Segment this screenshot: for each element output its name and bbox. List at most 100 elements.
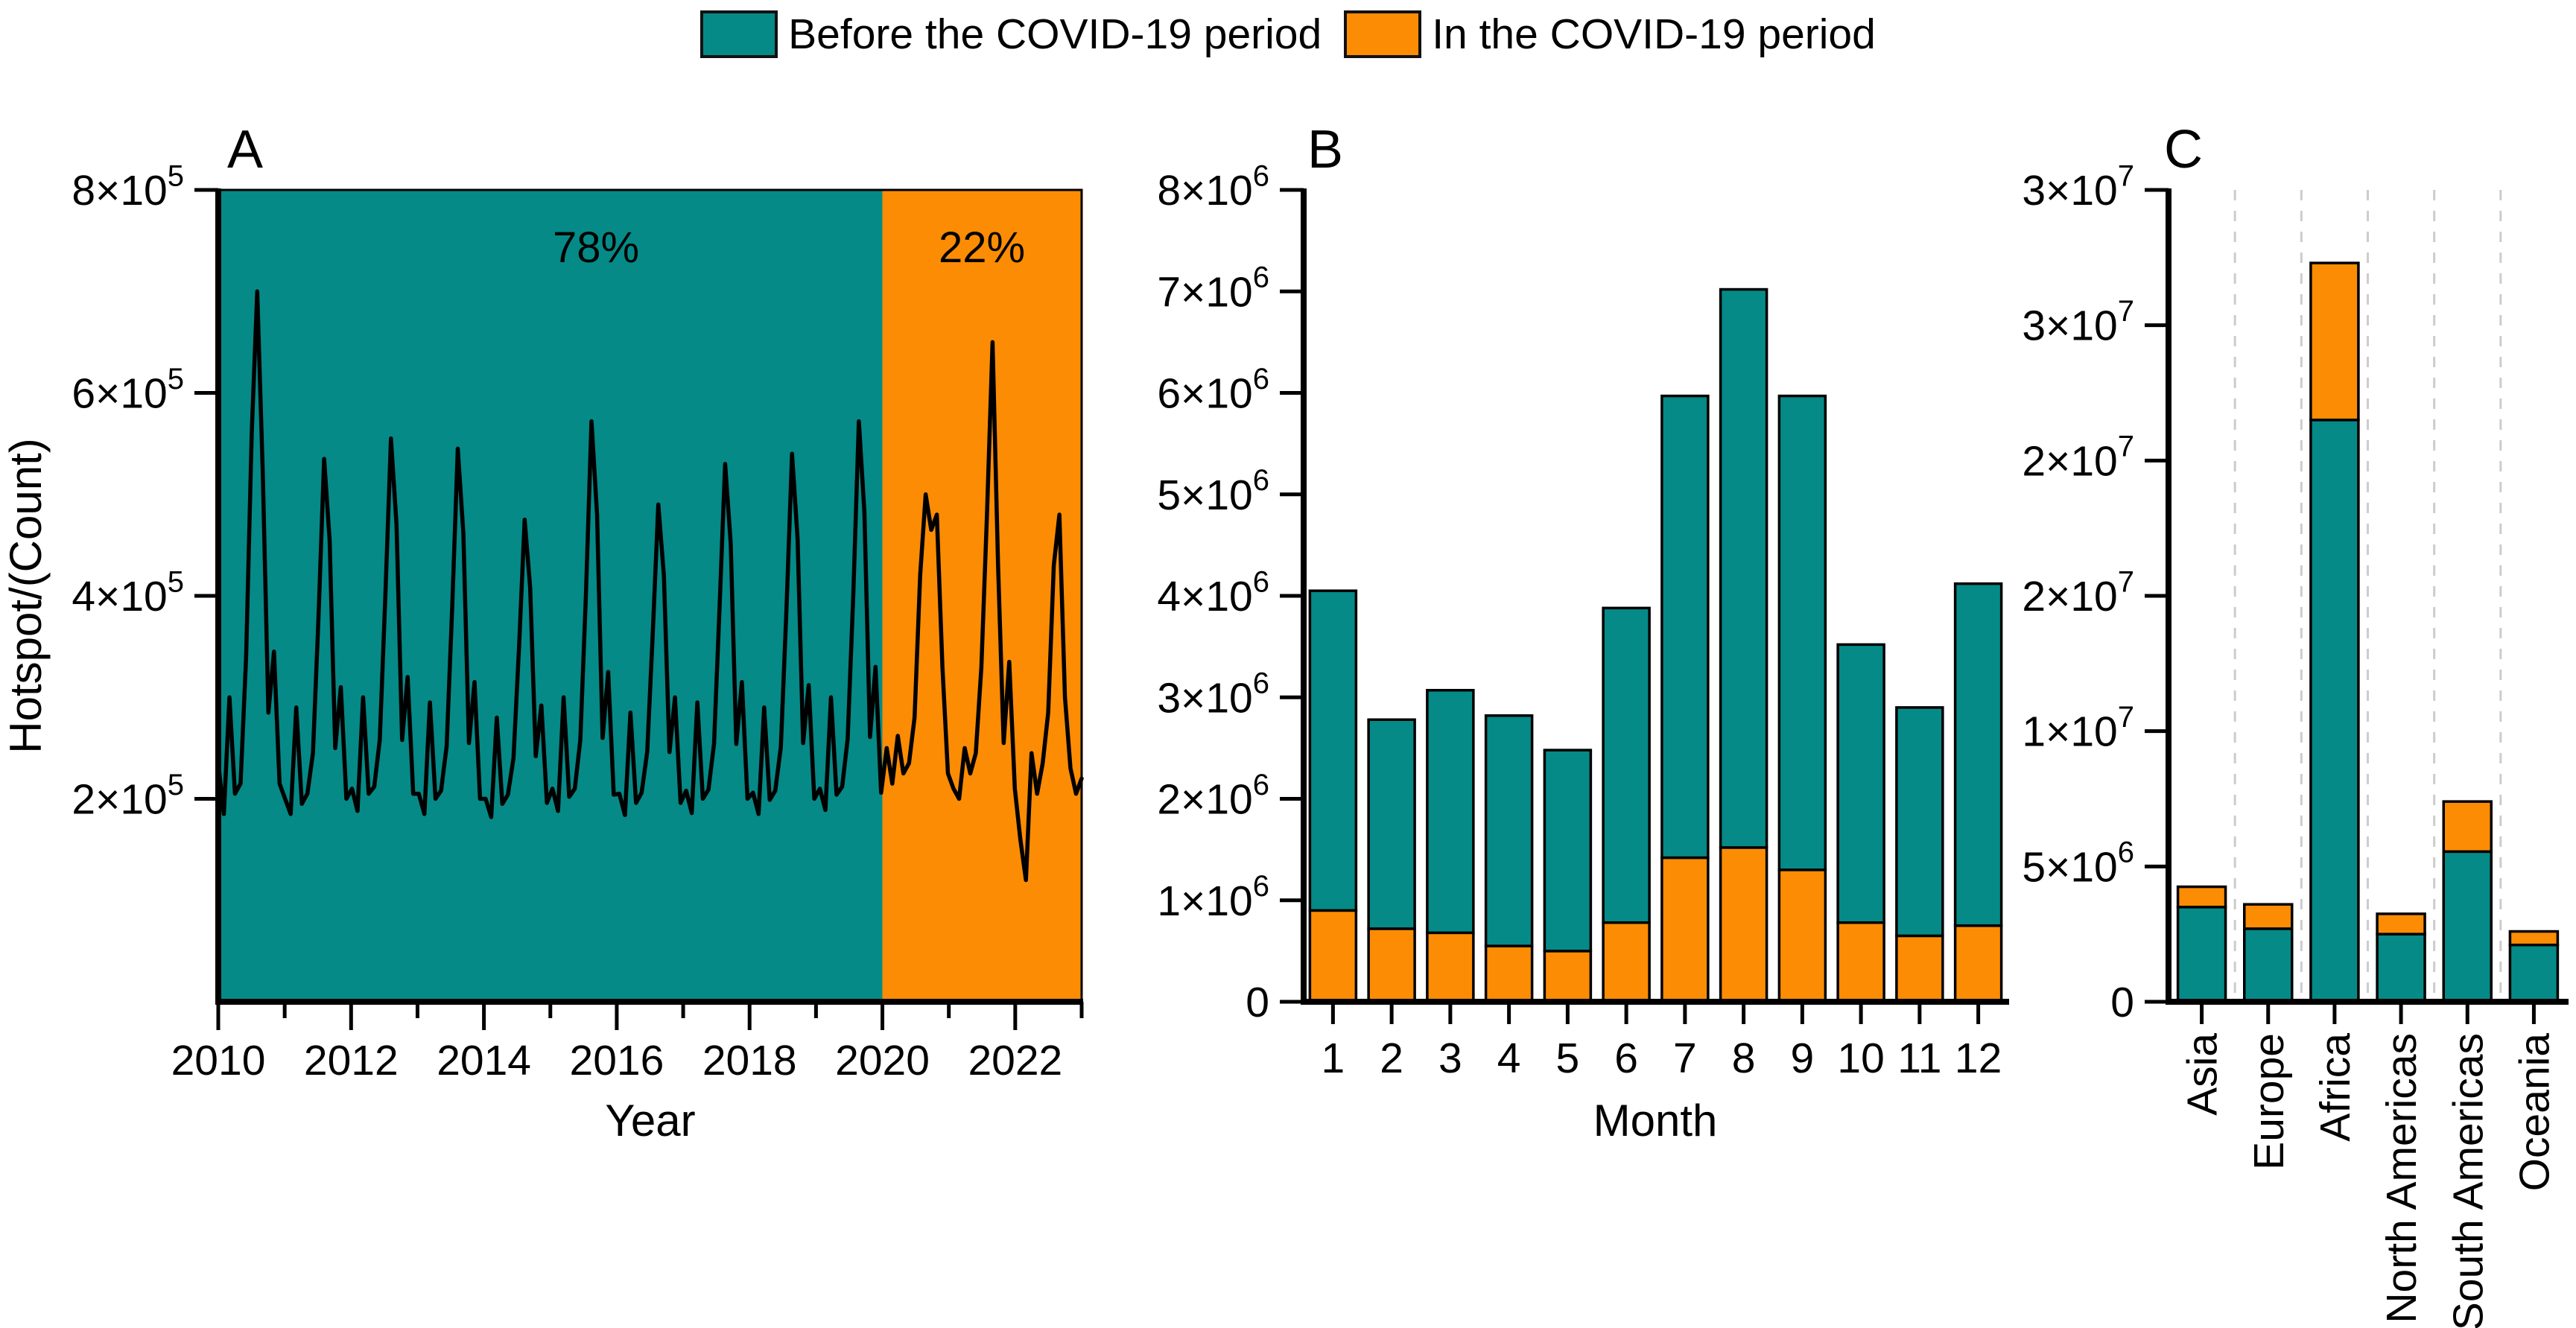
panel-b-bar-3-before: [1426, 688, 1475, 935]
panel-c-bar-North Americas-in_covid: [2376, 912, 2426, 935]
legend-label-before: Before the COVID-19 period: [788, 10, 1322, 58]
panel-b-x-tick-label: 10: [1837, 1035, 1884, 1082]
panel-b-x-tick-label: 5: [1556, 1035, 1580, 1082]
panel-b-bar-9-in_covid: [1777, 868, 1827, 1003]
before-period-percentage: 78%: [553, 223, 639, 272]
panel-c-bar-Europe-in_covid: [2243, 903, 2294, 930]
panel-c-bar-Oceania-before: [2508, 943, 2560, 1003]
panel-c-y-tick-label-exp: 7: [2118, 159, 2134, 192]
panel-b-y-tick-label-exp: 6: [1253, 769, 1269, 801]
hotspot-line-series: [216, 289, 1084, 883]
panel-b-x-tick-label: 7: [1673, 1035, 1697, 1082]
panel-a-y-tick-label-base: 8×10: [72, 167, 167, 215]
panel-c-x-tick-label: South Americas: [2444, 1033, 2492, 1328]
panel-b-x-tick-label: 1: [1322, 1035, 1345, 1082]
panel-b-bar-10-in_covid: [1836, 921, 1885, 1003]
panel-b-letter: B: [1307, 120, 1343, 179]
panel-c-bar-South Americas-before: [2442, 850, 2493, 1003]
panel-b-y-tick-label: 5×106: [1157, 464, 1269, 519]
panel-c-bar-Europe-before: [2243, 927, 2294, 1003]
panel-b-y-tick-label: 6×106: [1157, 363, 1269, 418]
panel-c-y-tick-label-exp: 6: [2118, 836, 2134, 869]
panel-b-bar-5-before: [1543, 749, 1593, 953]
in-covid-period-swatch-icon: [1344, 10, 1422, 58]
panel-a-y-tick-label-base: 4×10: [72, 573, 167, 620]
panel-b-x-axis-title: Month: [1593, 1096, 1718, 1146]
panel-b-y-tick-label-base: 7×10: [1157, 268, 1252, 316]
panel-b-bar-12-in_covid: [1953, 924, 2003, 1003]
panel-b-x-tick-label: 11: [1897, 1035, 1941, 1082]
panel-c-x-tick-label: Asia: [2179, 1033, 2227, 1116]
panel-c-bar-Asia-before: [2176, 906, 2227, 1003]
panel-b-bar-3-in_covid: [1426, 931, 1475, 1003]
panel-a-letter: A: [227, 120, 263, 179]
panel-b-bar-9-before: [1777, 394, 1827, 871]
panel-b-y-tick-label: 3×106: [1157, 667, 1269, 722]
panel-b-y-tick-label-base: 4×10: [1157, 573, 1252, 620]
panel-c-x-tick-label: Africa: [2312, 1033, 2359, 1142]
panel-a-y-tick-label-exp: 5: [168, 363, 184, 395]
panel-b-y-tick-label-base: 6×10: [1157, 370, 1252, 418]
panel-c-y-tick-label-exp: 7: [2118, 431, 2134, 463]
panel-b-bar-5-in_covid: [1543, 950, 1593, 1003]
panel-b-y-tick-label-exp: 6: [1253, 261, 1269, 294]
panel-b-bar-11-in_covid: [1895, 934, 1944, 1003]
panel-a-y-tick-label-base: 2×10: [72, 776, 167, 824]
panel-b-bar-2-in_covid: [1367, 927, 1416, 1003]
panel-c-x-tick-label: North Americas: [2378, 1033, 2426, 1324]
in-covid-period-percentage: 22%: [939, 223, 1025, 272]
panel-c-continent-bar-chart: Asia Europe Africa North Americas South Amer…: [2022, 159, 2569, 1328]
panel-b-y-tick-label-base: 5×10: [1157, 471, 1252, 519]
panel-b-bar-11-before: [1895, 706, 1944, 938]
panel-c-y-tick-label: 1×107: [2022, 701, 2134, 756]
legend-item-before: Before the COVID-19 period: [700, 10, 1322, 58]
covid-region-before: [218, 190, 883, 1002]
panel-a-y-tick-label: 6×105: [72, 363, 184, 418]
panel-c-y-tick-label-base: 3×10: [2022, 302, 2117, 350]
panel-c-bar-North Americas-before: [2376, 933, 2426, 1003]
panel-a-x-tick-label: 2014: [437, 1037, 531, 1084]
panel-a-y-axis-title: Hotspot/(Count): [1, 438, 51, 754]
panel-b-bar-10-before: [1836, 643, 1885, 924]
legend: Before the COVID-19 period In the COVID-…: [0, 10, 2576, 58]
panel-c-y-tick-label: 2×107: [2022, 565, 2134, 620]
panel-a-x-tick-label: 2016: [570, 1037, 664, 1084]
panel-a-x-axis-title: Year: [605, 1096, 695, 1146]
panel-b-bar-7-in_covid: [1660, 856, 1710, 1003]
panel-a-x-tick-label: 2018: [702, 1037, 797, 1084]
panel-c-y-tick-label-exp: 7: [2118, 295, 2134, 328]
panel-c-y-tick-label-base: 2×10: [2022, 437, 2117, 485]
panel-b-x-tick-label: 4: [1497, 1035, 1521, 1082]
panel-c-y-tick-label: 3×107: [2022, 295, 2134, 350]
panel-b-y-tick-label-base: 2×10: [1157, 776, 1252, 824]
panel-b-y-tick-label: 1×106: [1157, 870, 1269, 925]
panel-a-y-tick-label-exp: 5: [168, 565, 184, 598]
panel-b-bar-6-in_covid: [1602, 921, 1651, 1003]
panel-b-y-tick-label-base: 8×10: [1157, 167, 1252, 215]
panel-b-y-tick-label-base: 3×10: [1157, 674, 1252, 722]
panel-a-x-tick-label: 2010: [171, 1037, 266, 1084]
panel-c-y-tick-label: 5×106: [2022, 836, 2134, 892]
panel-b-x-tick-label: 3: [1438, 1035, 1462, 1082]
panel-b-x-tick-label: 8: [1732, 1035, 1756, 1082]
panel-b-y-tick-label-base: 1×10: [1157, 877, 1252, 925]
legend-label-in-covid: In the COVID-19 period: [1432, 10, 1876, 58]
panel-c-y-tick-label-base: 3×10: [2022, 167, 2117, 215]
panel-a-y-tick-label-exp: 5: [168, 769, 184, 801]
panel-b-y-tick-label: 4×106: [1157, 565, 1269, 620]
panel-c-y-tick-label-base: 2×10: [2022, 573, 2117, 620]
panel-b-bar-2-before: [1367, 718, 1416, 930]
panel-a-x-tick-label: 2022: [968, 1037, 1062, 1084]
panel-c-bar-Asia-in_covid: [2176, 885, 2227, 909]
panel-c-y-tick-label: 3×107: [2022, 159, 2134, 215]
panel-b-y-tick-label-exp: 6: [1253, 363, 1269, 395]
panel-a-y-tick-label: 2×105: [72, 769, 184, 824]
before-period-swatch-icon: [700, 10, 778, 58]
panel-b-bar-8-in_covid: [1719, 846, 1768, 1003]
panel-a-y-tick-label-base: 6×10: [72, 370, 167, 418]
panel-b-x-tick-label: 12: [1955, 1035, 2002, 1082]
panel-b-x-tick-label: 6: [1614, 1035, 1638, 1082]
panel-b-bar-4-before: [1484, 714, 1534, 947]
panel-b-bar-7-before: [1660, 394, 1710, 860]
